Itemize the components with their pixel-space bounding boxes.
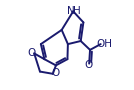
Text: O: O — [84, 60, 92, 70]
Text: H: H — [73, 6, 81, 16]
Text: O: O — [28, 48, 36, 58]
Text: O: O — [51, 68, 59, 78]
Text: OH: OH — [96, 39, 112, 49]
Text: N: N — [67, 6, 75, 16]
